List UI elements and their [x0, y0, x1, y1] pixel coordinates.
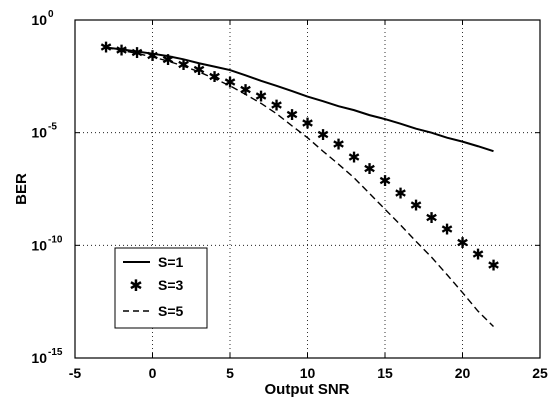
series-s3-point: ✱	[301, 115, 314, 133]
x-tick-label: -5	[69, 365, 82, 381]
series-s3-point: ✱	[193, 61, 206, 79]
x-tick-label: 25	[532, 365, 548, 381]
series-s3-point: ✱	[456, 234, 469, 252]
series-s3-point: ✱	[410, 196, 423, 214]
series-s3-point: ✱	[208, 68, 221, 86]
series-s3-point: ✱	[441, 221, 454, 239]
series-s3-point: ✱	[255, 88, 268, 106]
x-axis-label: Output SNR	[265, 381, 350, 398]
series-s3-point: ✱	[363, 160, 376, 178]
series-s3-point: ✱	[131, 44, 144, 62]
x-tick-label: 20	[455, 365, 471, 381]
legend: S=1 ✱ S=3 S=5	[114, 247, 208, 329]
legend-swatch-s3: ✱	[129, 276, 142, 295]
x-tick-label: 0	[149, 365, 157, 381]
legend-label-s1: S=1	[158, 254, 184, 270]
y-tick-exponent: -15	[48, 347, 63, 358]
series-s3-point: ✱	[472, 245, 485, 263]
series-s3-point: ✱	[394, 184, 407, 202]
series-s3-point: ✱	[487, 256, 500, 274]
y-tick-label: 10	[31, 350, 47, 366]
y-tick-exponent: 0	[48, 9, 54, 20]
y-tick-label: 10	[31, 125, 47, 141]
series-s1-line	[105, 46, 494, 153]
series-layer: ✱ ✱ ✱ ✱ ✱ ✱ ✱ ✱ ✱ ✱ ✱ ✱✱ ✱✱✱✱✱✱✱✱✱✱✱✱✱	[100, 39, 500, 327]
series-s5-line	[105, 46, 494, 327]
series-s3-point: ✱	[348, 148, 361, 166]
series-s3-point: ✱	[332, 135, 345, 153]
axis-ticks	[74, 19, 541, 359]
x-tick-label: 15	[377, 365, 393, 381]
series-s3-point: ✱	[286, 106, 299, 124]
series-s3-point: ✱	[146, 47, 159, 65]
x-tick-label: 10	[300, 365, 316, 381]
y-tick-label: 10	[31, 12, 47, 28]
series-s3-point: ✱	[317, 126, 330, 144]
legend-label-s5: S=5	[158, 303, 184, 319]
y-axis-label: BER	[13, 173, 30, 205]
x-tick-label: 5	[226, 365, 234, 381]
series-s3-point: ✱	[379, 172, 392, 190]
series-s3-point: ✱	[270, 97, 283, 115]
y-tick-exponent: -10	[48, 234, 63, 245]
y-tick-exponent: -5	[48, 122, 57, 133]
series-s3-point: ✱	[162, 51, 175, 69]
legend-label-s3: S=3	[158, 277, 184, 293]
y-tick-label: 10	[31, 237, 47, 253]
grid	[75, 20, 540, 358]
series-s3-point: ✱	[425, 209, 438, 227]
series-s3-point: ✱	[239, 81, 252, 99]
series-s3-point: ✱	[177, 56, 190, 74]
